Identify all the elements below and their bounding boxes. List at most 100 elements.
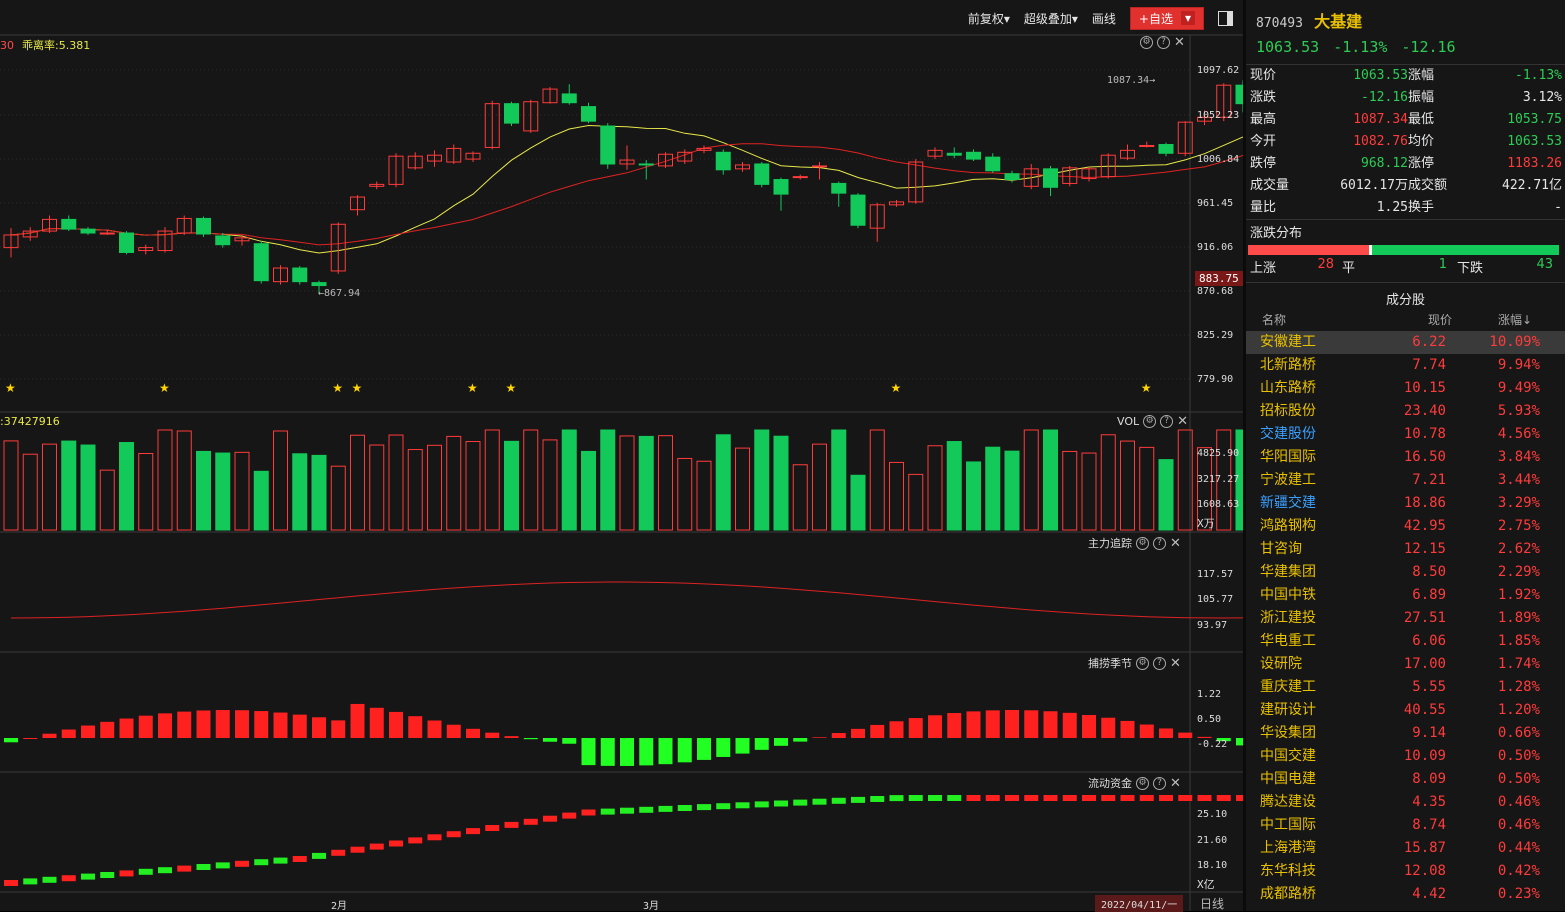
- vol-panel-header: VOL ⚙ ? ✕: [1117, 415, 1188, 428]
- liquidity-step: [466, 828, 480, 835]
- volume-bar: [119, 442, 134, 531]
- liquidity-step: [312, 852, 326, 859]
- col-change-header[interactable]: 涨幅↓: [1497, 313, 1532, 327]
- candle-body: [99, 232, 115, 235]
- season-bar: [177, 711, 192, 738]
- liquidity-step: [4, 880, 18, 886]
- liquidity-step: [408, 837, 423, 844]
- constituent-row[interactable]: 上海港湾 15.87 0.44%: [1246, 837, 1565, 860]
- constituent-row[interactable]: 北新路桥 7.74 9.94%: [1246, 354, 1565, 377]
- col-price-header[interactable]: 现价: [1427, 313, 1452, 327]
- constituent-row[interactable]: 华阳国际 16.50 3.84%: [1246, 446, 1565, 469]
- kline-chart-area[interactable]: ★ ★ ★ ★ ★ ★ ★ ★ 前复权▾ 超级叠加▾ 画线 +自选 ▾ 30 乖离率:5.38…: [0, 0, 1243, 912]
- close-icon[interactable]: ✕: [1170, 535, 1181, 551]
- settings-icon[interactable]: ⚙: [1143, 415, 1157, 428]
- volume-bar: [850, 474, 866, 531]
- constituent-name: 设研院: [1260, 656, 1302, 672]
- constituent-row[interactable]: 中国电建 8.09 0.50%: [1246, 768, 1565, 791]
- constituent-row[interactable]: 新疆交建 18.86 3.29%: [1246, 492, 1565, 515]
- candle-body: [42, 218, 57, 232]
- constituent-row[interactable]: 浙江建投 27.51 1.89%: [1246, 607, 1565, 630]
- constituent-row[interactable]: 安徽建工 6.22 10.09%: [1246, 331, 1565, 354]
- add-favorite-button[interactable]: +自选 ▾: [1129, 6, 1204, 30]
- p3-tick: 93.97: [1197, 620, 1228, 631]
- constituent-row[interactable]: 东华科技 12.08 0.42%: [1246, 860, 1565, 883]
- change-percent: -1.13%: [1333, 38, 1388, 56]
- volume-bar: [484, 429, 500, 531]
- candle-body: [523, 101, 539, 132]
- volume-bar: [61, 440, 77, 531]
- volume-bar: [176, 430, 192, 531]
- close-icon[interactable]: ✕: [1170, 655, 1181, 671]
- constituent-row[interactable]: 甘咨询 12.15 2.62%: [1246, 538, 1565, 561]
- help-icon[interactable]: ?: [1153, 656, 1166, 670]
- constituent-name: 华设集团: [1260, 725, 1316, 741]
- constituent-row[interactable]: 华建集团 8.50 2.29%: [1246, 561, 1565, 584]
- quote-label: 今开: [1250, 134, 1277, 149]
- layout-toggle-icon[interactable]: [1218, 10, 1233, 26]
- settings-icon[interactable]: ⚙: [1136, 656, 1149, 670]
- ma-yellow-line: [10, 124, 1243, 254]
- chart-canvas[interactable]: ★ ★ ★ ★ ★ ★ ★ ★: [0, 0, 1243, 911]
- settings-icon[interactable]: ⚙: [1140, 36, 1153, 49]
- liquidity-step: [581, 809, 596, 816]
- liquidity-step: [427, 834, 442, 841]
- draw-line-button[interactable]: 画线: [1091, 11, 1116, 26]
- col-name-header[interactable]: 名称: [1262, 313, 1287, 327]
- season-bar: [870, 724, 885, 738]
- constituent-row[interactable]: 腾达建设 4.35 0.46%: [1246, 791, 1565, 814]
- quote-label: 跌停: [1250, 156, 1277, 171]
- constituent-row[interactable]: 成都路桥 4.42 0.23%: [1246, 883, 1565, 906]
- constituent-row[interactable]: 中国交建 10.09 0.50%: [1246, 745, 1565, 768]
- constituent-row[interactable]: 鸿路钢构 42.95 2.75%: [1246, 515, 1565, 538]
- constituent-row[interactable]: 山东路桥 10.15 9.49%: [1246, 377, 1565, 400]
- volume-bar: [561, 429, 577, 531]
- close-icon[interactable]: ✕: [1170, 775, 1181, 791]
- season-bar: [1101, 717, 1116, 738]
- candle-body: [465, 152, 481, 160]
- candle-body: [850, 194, 866, 226]
- constituent-row[interactable]: 设研院 17.00 1.74%: [1246, 653, 1565, 676]
- volume-bar: [1062, 450, 1078, 531]
- constituent-row[interactable]: 中国中铁 6.89 1.92%: [1246, 584, 1565, 607]
- constituent-row[interactable]: 中工国际 8.74 0.46%: [1246, 814, 1565, 837]
- volume-bar: [22, 453, 38, 531]
- volume-bar: [735, 447, 750, 531]
- help-icon[interactable]: ?: [1153, 776, 1166, 790]
- liquidity-step: [1005, 795, 1019, 801]
- constituent-change: 5.93%: [1497, 403, 1540, 419]
- close-icon[interactable]: ✕: [1177, 414, 1189, 429]
- help-icon[interactable]: ?: [1160, 415, 1174, 428]
- period-selector[interactable]: 日线: [1200, 897, 1225, 911]
- constituent-row[interactable]: 交建股份 10.78 4.56%: [1246, 423, 1565, 446]
- signal-star-icon: ★: [1141, 381, 1152, 395]
- constituent-price: 15.87: [1403, 840, 1446, 856]
- high-annotation: 1087.34→: [1107, 75, 1156, 86]
- constituent-row[interactable]: 建研设计 40.55 1.20%: [1246, 699, 1565, 722]
- liquidity-step: [446, 831, 461, 838]
- constituent-row[interactable]: 招标股份 23.40 5.93%: [1246, 400, 1565, 423]
- overlay-dropdown[interactable]: 超级叠加▾: [1023, 11, 1078, 26]
- settings-icon[interactable]: ⚙: [1136, 536, 1149, 550]
- settings-icon[interactable]: ⚙: [1136, 776, 1149, 790]
- constituent-row[interactable]: 华电重工 6.06 1.85%: [1246, 630, 1565, 653]
- constituent-change: 1.74%: [1497, 656, 1540, 672]
- candle-body: [677, 151, 693, 162]
- constituent-name: 新疆交建: [1260, 495, 1316, 511]
- help-icon[interactable]: ?: [1153, 536, 1166, 550]
- price-adjust-dropdown[interactable]: 前复权▾: [967, 11, 1010, 26]
- volume-bar: [1139, 446, 1155, 531]
- constituent-row[interactable]: 宁波建工 7.21 3.44%: [1246, 469, 1565, 492]
- ma-red-line: [10, 143, 1243, 246]
- constituent-row[interactable]: 重庆建工 5.55 1.28%: [1246, 676, 1565, 699]
- volume-bar: [638, 435, 654, 531]
- help-icon[interactable]: ?: [1157, 36, 1170, 49]
- constituent-row[interactable]: 华设集团 9.14 0.66%: [1246, 722, 1565, 745]
- quote-value: 1063.53: [1353, 68, 1408, 83]
- volume-bar: [581, 450, 596, 531]
- season-bar: [235, 710, 249, 738]
- close-icon[interactable]: ✕: [1174, 35, 1185, 50]
- season-bar: [716, 738, 731, 757]
- add-favorite-dropdown[interactable]: ▾: [1180, 11, 1195, 25]
- p5-tick: 25.10: [1197, 809, 1228, 820]
